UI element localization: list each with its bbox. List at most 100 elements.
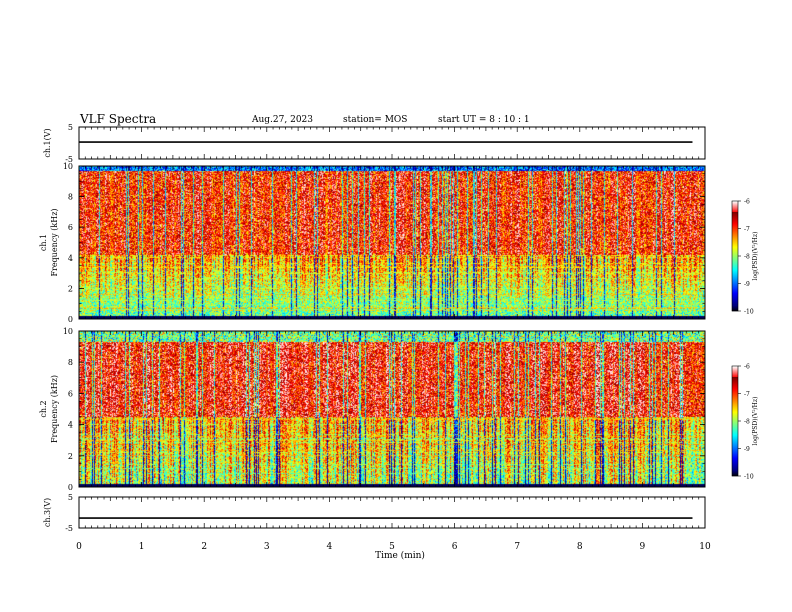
colorbar-segment: [732, 295, 738, 297]
y-tick-label: 8: [68, 193, 73, 202]
colorbar-segment: [732, 212, 738, 214]
y-axis-label: ch.3(V): [43, 498, 52, 527]
colorbar-segment: [732, 413, 738, 415]
x-tick-label: 5: [389, 542, 395, 552]
x-tick-label: 4: [327, 542, 333, 552]
colorbar-segment: [732, 396, 738, 398]
y-axis-label: Frequency (kHz): [50, 375, 59, 443]
colorbar-segment: [732, 372, 738, 374]
colorbar-segment: [732, 236, 738, 238]
y-axis-label: ch.2: [39, 400, 48, 417]
colorbar-segment: [732, 447, 738, 449]
colorbar-segment: [732, 207, 738, 209]
colorbar-segment: [732, 276, 738, 278]
y-axis-label: ch.1(V): [43, 128, 52, 157]
colorbar-segment: [732, 229, 738, 231]
colorbar-segment: [732, 208, 738, 210]
colorbar-segment: [732, 418, 738, 420]
y-tick-label: 6: [68, 389, 73, 398]
colorbar-segment: [732, 445, 738, 447]
colorbar-segment: [732, 417, 738, 419]
colorbar-segment: [732, 397, 738, 399]
colorbar-segment: [732, 307, 738, 309]
x-tick-label: 6: [452, 542, 458, 552]
colorbar-segment: [732, 293, 738, 295]
colorbar-segment: [732, 252, 738, 254]
colorbar-segment: [732, 206, 738, 208]
colorbar-segment: [732, 251, 738, 253]
colorbar-segment: [732, 455, 738, 457]
colorbar-segment: [732, 205, 738, 207]
y-tick-label: -5: [65, 155, 73, 164]
colorbar-segment: [732, 238, 738, 240]
y-tick-label: 4: [68, 254, 73, 263]
colorbar-segment: [732, 427, 738, 429]
y-tick-label: 0: [68, 315, 73, 324]
y-tick-label: 0: [68, 483, 73, 492]
colorbar-segment: [732, 428, 738, 430]
colorbar-segment: [732, 274, 738, 276]
colorbar-segment: [732, 253, 738, 255]
colorbar-segment: [732, 246, 738, 248]
colorbar-segment: [732, 284, 738, 286]
x-tick-label: 9: [640, 542, 646, 552]
x-tick-label: 8: [577, 542, 583, 552]
colorbar-segment: [732, 373, 738, 375]
colorbar-segment: [732, 454, 738, 456]
colorbar-segment: [732, 432, 738, 434]
colorbar-segment: [732, 219, 738, 221]
y-tick-label: 5: [68, 123, 73, 132]
colorbar-segment: [732, 260, 738, 262]
colorbar-segment: [732, 420, 738, 422]
colorbar-segment: [732, 376, 738, 378]
colorbar-segment: [732, 431, 738, 433]
colorbar-segment: [732, 280, 738, 282]
colorbar-segment: [732, 225, 738, 227]
colorbar-segment: [732, 467, 738, 469]
colorbar-segment: [732, 242, 738, 244]
colorbar-segment: [732, 378, 738, 380]
figure-title: VLF Spectra: [80, 112, 157, 126]
colorbar-segment: [732, 403, 738, 405]
x-tick-label: 10: [699, 542, 711, 552]
colorbar-segment: [732, 389, 738, 391]
colorbar-segment: [732, 299, 738, 301]
y-tick-label: 2: [68, 452, 73, 461]
y-tick-label: 10: [63, 162, 73, 171]
colorbar-segment: [732, 439, 738, 441]
colorbar-segment: [732, 392, 738, 394]
colorbar-segment: [732, 255, 738, 257]
colorbar-segment: [732, 371, 738, 373]
colorbar-segment: [732, 213, 738, 215]
colorbar-segment: [732, 310, 738, 312]
colorbar-segment: [732, 241, 738, 243]
colorbar-segment: [732, 277, 738, 279]
colorbar-segment: [732, 399, 738, 401]
y-axis-label: ch.1: [39, 234, 48, 251]
colorbar-segment: [732, 434, 738, 436]
colorbar-segment: [732, 406, 738, 408]
colorbar-segment: [732, 228, 738, 230]
colorbar-segment: [732, 249, 738, 251]
colorbar-tick-label: -10: [744, 474, 754, 481]
colorbar-segment: [732, 226, 738, 228]
date-label: Aug.27, 2023: [252, 115, 313, 125]
colorbar-segment: [732, 441, 738, 443]
colorbar-segment: [732, 408, 738, 410]
colorbar-segment: [732, 436, 738, 438]
colorbar-segment: [732, 395, 738, 397]
colorbar-segment: [732, 366, 738, 368]
colorbar-tick-label: -8: [744, 419, 750, 426]
colorbar-segment: [732, 269, 738, 271]
colorbar-segment: [732, 297, 738, 299]
colorbar-segment: [732, 433, 738, 435]
colorbar-segment: [732, 448, 738, 450]
colorbar-segment: [732, 233, 738, 235]
colorbar-segment: [732, 442, 738, 444]
colorbar-segment: [732, 278, 738, 280]
colorbar-segment: [732, 301, 738, 303]
colorbar-segment: [732, 223, 738, 225]
colorbar-segment: [732, 414, 738, 416]
colorbar-segment: [732, 469, 738, 471]
colorbar-segment: [732, 453, 738, 455]
